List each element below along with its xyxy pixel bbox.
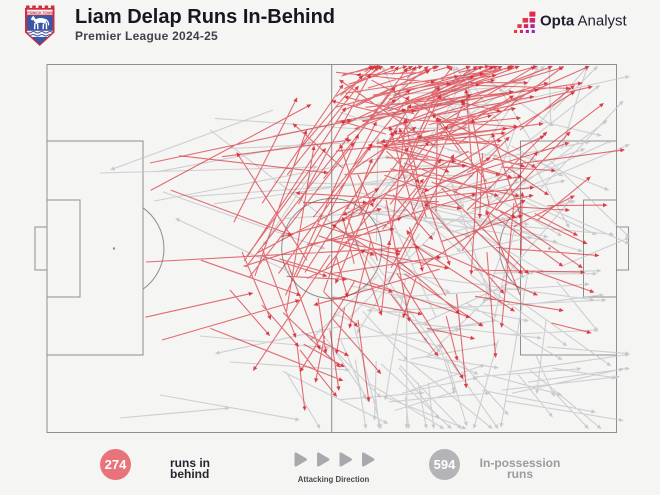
svg-text:IPSWICH TOWN: IPSWICH TOWN — [26, 11, 53, 15]
svg-text:Opta Analyst: Opta Analyst — [540, 13, 628, 30]
